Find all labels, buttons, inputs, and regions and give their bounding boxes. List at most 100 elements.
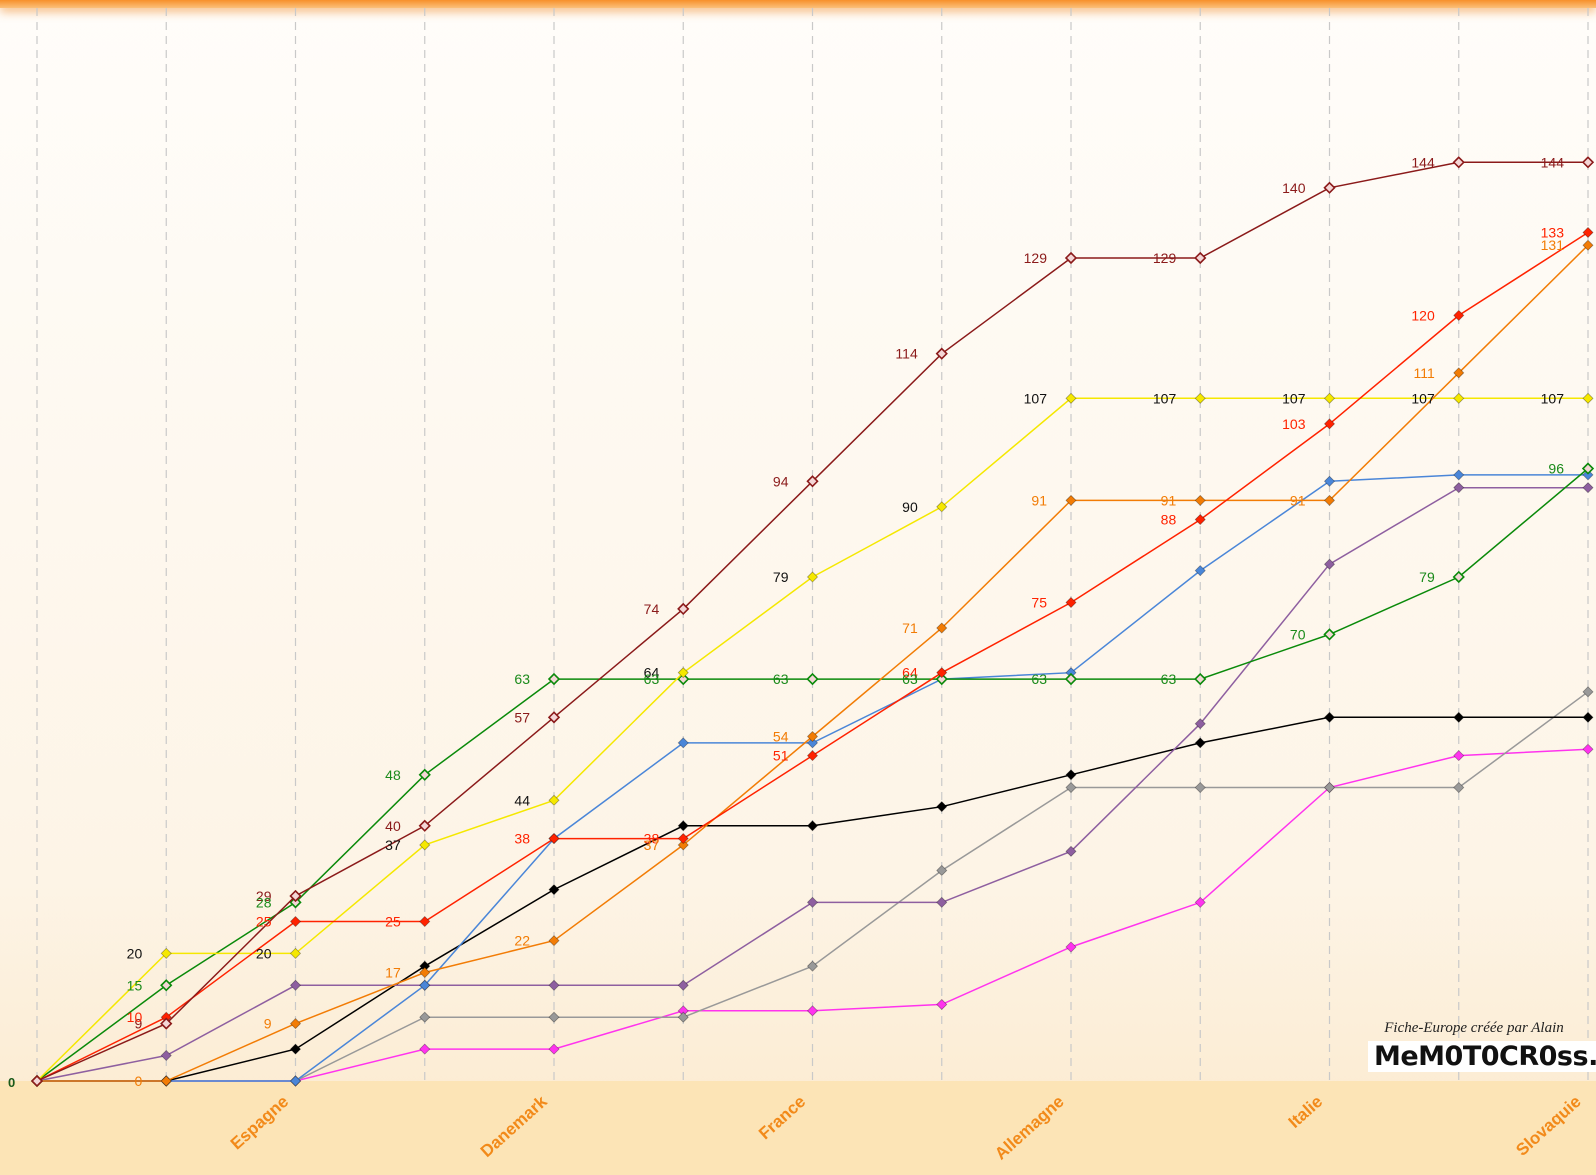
series-0-point-13 <box>1581 156 1595 169</box>
series-0-data-label-7: 94 <box>773 473 789 489</box>
series-4-point-5 <box>547 672 561 686</box>
series-6-point-3 <box>289 979 302 991</box>
series-6-point-10 <box>1194 718 1206 730</box>
series-1-data-label-6: 38 <box>644 831 660 847</box>
series-7-point-9 <box>1065 769 1077 781</box>
series-4-data-label-12: 79 <box>1419 569 1435 585</box>
series-0-point-2 <box>160 1017 173 1030</box>
series-8-point-4 <box>419 1011 431 1023</box>
brand-credit: Fiche-Europe créée par Alain <box>1384 1020 1564 1036</box>
series-6-point-6 <box>677 979 689 991</box>
series-2-data-label-13: 131 <box>1541 237 1565 253</box>
series-2-point-3 <box>289 1018 302 1030</box>
series-4-point-4 <box>418 768 431 781</box>
series-2-data-label-9: 91 <box>1031 492 1047 508</box>
series-3-data-label-6: 64 <box>644 665 660 681</box>
series-1-data-label-13: 133 <box>1541 224 1565 240</box>
series-2-point-6 <box>677 839 689 851</box>
series-1-point-3 <box>289 915 302 928</box>
series-8-point-9 <box>1065 781 1077 794</box>
series-3-point-7 <box>806 571 819 583</box>
series-3-data-label-13: 107 <box>1541 390 1565 406</box>
series-2-point-10 <box>1194 494 1206 506</box>
series-8-point-5 <box>548 1011 560 1023</box>
series-9-point-10 <box>1194 896 1206 908</box>
series-1-point-4 <box>419 915 431 928</box>
series-6-point-5 <box>548 979 560 991</box>
series-3-data-label-4: 37 <box>385 837 401 853</box>
series-7-point-8 <box>936 801 948 813</box>
series-7-point-7 <box>806 820 819 832</box>
series-0-point-5 <box>547 711 561 724</box>
series-3-point-12 <box>1453 392 1465 404</box>
series-4-point-11 <box>1323 628 1336 641</box>
series-0-data-label-13: 144 <box>1541 154 1565 170</box>
series-1-data-label-11: 103 <box>1282 416 1306 432</box>
series-0-data-label-4: 40 <box>385 818 401 834</box>
series-7-point-11 <box>1323 711 1336 723</box>
series-1-data-label-10: 88 <box>1161 512 1177 528</box>
series-1-data-label-7: 51 <box>773 748 789 764</box>
series-3-data-label-8: 90 <box>902 499 918 515</box>
series-0-data-label-8: 114 <box>895 346 918 362</box>
series-3-data-label-11: 107 <box>1282 390 1306 406</box>
series-0-data-label-5: 57 <box>514 709 530 725</box>
series-1-data-label-5: 38 <box>514 831 530 847</box>
series-0-point-12 <box>1452 156 1465 169</box>
series-0-data-label-2: 9 <box>134 1016 142 1032</box>
series-3-data-label-12: 107 <box>1411 390 1435 406</box>
series-1-data-label-8: 64 <box>902 665 918 681</box>
top-accent-bar <box>0 0 1596 8</box>
series-2-point-12 <box>1453 367 1465 379</box>
brand-logo: MeM0T0CR0ss.fr <box>1368 1041 1596 1072</box>
series-9-point-4 <box>419 1043 431 1055</box>
series-2-data-label-11: 91 <box>1290 492 1306 508</box>
series-8-point-6 <box>677 1011 689 1023</box>
series-0-data-label-12: 144 <box>1411 154 1435 170</box>
series-7-point-5 <box>548 884 560 896</box>
series-4-point-7 <box>806 672 819 686</box>
series-3-point-4 <box>419 839 431 851</box>
series-3-point-5 <box>548 794 560 806</box>
series-5-point-11 <box>1323 475 1336 487</box>
series-2-point-4 <box>419 966 431 979</box>
series-9-point-5 <box>548 1043 560 1055</box>
series-8-point-7 <box>806 960 819 972</box>
series-8-point-12 <box>1453 781 1465 794</box>
series-6-point-11 <box>1323 558 1336 570</box>
series-3-data-label-3: 20 <box>256 945 272 961</box>
series-0-data-label-9: 129 <box>1024 250 1048 266</box>
series-0-point-7 <box>806 475 819 488</box>
series-1-point-13 <box>1582 226 1594 239</box>
series-6-point-2 <box>160 1049 172 1062</box>
series-9-point-8 <box>936 998 948 1011</box>
series-3-point-11 <box>1323 392 1336 404</box>
series-3-data-label-7: 79 <box>773 569 789 585</box>
series-6-point-13 <box>1582 482 1594 494</box>
series-6-point-9 <box>1065 845 1077 857</box>
series-5-point-7 <box>806 737 819 749</box>
brand-watermark: Fiche-Europe créée par Alain MeM0T0CR0ss… <box>1368 1020 1596 1072</box>
series-7-point-13 <box>1582 711 1594 723</box>
series-0-data-label-3: 29 <box>256 888 272 904</box>
series-3-point-3 <box>289 947 302 959</box>
series-5-point-13 <box>1582 469 1594 481</box>
series-3-point-10 <box>1194 392 1206 404</box>
series-0-point-10 <box>1194 251 1207 265</box>
series-6-point-12 <box>1453 482 1465 494</box>
series-1-data-label-12: 120 <box>1411 307 1435 323</box>
series-1-point-10 <box>1194 513 1206 526</box>
series-5-point-12 <box>1453 469 1465 481</box>
series-0-point-4 <box>418 819 431 832</box>
series-8-point-11 <box>1323 781 1336 794</box>
series-4-point-10 <box>1194 672 1207 686</box>
series-3-data-label-10: 107 <box>1153 390 1177 406</box>
series-8-point-13 <box>1582 686 1594 698</box>
series-2-point-9 <box>1065 494 1077 506</box>
series-2-data-label-12: 111 <box>1413 365 1434 381</box>
series-2-data-label-7: 54 <box>773 728 789 744</box>
series-4-data-label-9: 63 <box>1031 671 1047 687</box>
series-3-data-label-9: 107 <box>1024 390 1048 406</box>
series-2-data-label-4: 17 <box>385 965 401 981</box>
